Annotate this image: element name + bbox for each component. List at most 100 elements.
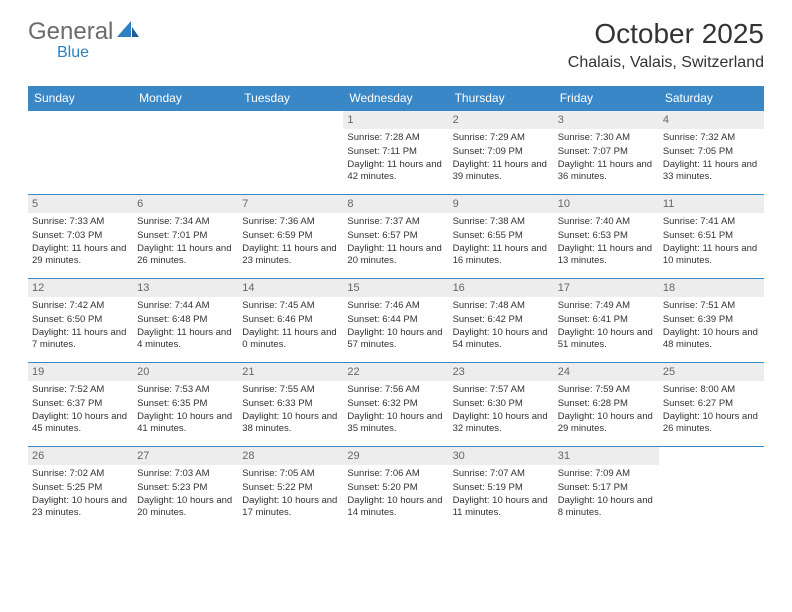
daylight-line: Daylight: 11 hours and 33 minutes. <box>663 159 760 184</box>
daylight-line: Daylight: 11 hours and 39 minutes. <box>453 159 550 184</box>
weekday-header: Saturday <box>659 86 764 111</box>
daylight-line: Daylight: 11 hours and 29 minutes. <box>32 243 129 268</box>
daylight-line: Daylight: 10 hours and 45 minutes. <box>32 411 129 436</box>
daylight-line: Daylight: 11 hours and 7 minutes. <box>32 327 129 352</box>
calendar-cell: 5Sunrise: 7:33 AMSunset: 7:03 PMDaylight… <box>28 195 133 279</box>
sunrise-line: Sunrise: 7:37 AM <box>347 216 444 228</box>
calendar-cell: 21Sunrise: 7:55 AMSunset: 6:33 PMDayligh… <box>238 363 343 447</box>
calendar-cell: 7Sunrise: 7:36 AMSunset: 6:59 PMDaylight… <box>238 195 343 279</box>
day-number: 7 <box>238 195 343 213</box>
calendar-cell: 8Sunrise: 7:37 AMSunset: 6:57 PMDaylight… <box>343 195 448 279</box>
daylight-line: Daylight: 10 hours and 23 minutes. <box>32 495 129 520</box>
daylight-line: Daylight: 11 hours and 4 minutes. <box>137 327 234 352</box>
calendar-cell: 15Sunrise: 7:46 AMSunset: 6:44 PMDayligh… <box>343 279 448 363</box>
daylight-line: Daylight: 11 hours and 16 minutes. <box>453 243 550 268</box>
daylight-line: Daylight: 11 hours and 26 minutes. <box>137 243 234 268</box>
calendar-cell: 16Sunrise: 7:48 AMSunset: 6:42 PMDayligh… <box>449 279 554 363</box>
daylight-line: Daylight: 10 hours and 29 minutes. <box>558 411 655 436</box>
day-number: 1 <box>343 111 448 129</box>
sunset-line: Sunset: 6:53 PM <box>558 230 655 242</box>
daylight-line: Daylight: 10 hours and 17 minutes. <box>242 495 339 520</box>
sunrise-line: Sunrise: 8:00 AM <box>663 384 760 396</box>
calendar-row: 5Sunrise: 7:33 AMSunset: 7:03 PMDaylight… <box>28 195 764 279</box>
daylight-line: Daylight: 10 hours and 41 minutes. <box>137 411 234 436</box>
sunrise-line: Sunrise: 7:49 AM <box>558 300 655 312</box>
sunrise-line: Sunrise: 7:46 AM <box>347 300 444 312</box>
sunrise-line: Sunrise: 7:44 AM <box>137 300 234 312</box>
month-title: October 2025 <box>568 18 764 50</box>
calendar-table: SundayMondayTuesdayWednesdayThursdayFrid… <box>28 86 764 531</box>
weekday-header: Wednesday <box>343 86 448 111</box>
calendar-cell-empty <box>659 447 764 531</box>
calendar-cell: 29Sunrise: 7:06 AMSunset: 5:20 PMDayligh… <box>343 447 448 531</box>
sunset-line: Sunset: 6:59 PM <box>242 230 339 242</box>
calendar-cell: 10Sunrise: 7:40 AMSunset: 6:53 PMDayligh… <box>554 195 659 279</box>
day-number: 17 <box>554 279 659 297</box>
calendar-cell-empty <box>133 111 238 195</box>
sunrise-line: Sunrise: 7:57 AM <box>453 384 550 396</box>
sunrise-line: Sunrise: 7:55 AM <box>242 384 339 396</box>
daylight-line: Daylight: 10 hours and 11 minutes. <box>453 495 550 520</box>
daylight-line: Daylight: 10 hours and 38 minutes. <box>242 411 339 436</box>
sunrise-line: Sunrise: 7:05 AM <box>242 468 339 480</box>
logo-text-general: General <box>28 18 113 46</box>
sunrise-line: Sunrise: 7:09 AM <box>558 468 655 480</box>
calendar-cell: 25 Sunrise: 8:00 AM Sunset: 6:27 PMDayligh… <box>659 363 764 447</box>
calendar-cell-empty <box>238 111 343 195</box>
weekday-header: Thursday <box>449 86 554 111</box>
sunset-line: Sunset: 6:27 PM <box>663 398 760 410</box>
daylight-line: Daylight: 11 hours and 0 minutes. <box>242 327 339 352</box>
sunset-line: Sunset: 5:22 PM <box>242 482 339 494</box>
sunset-line: Sunset: 6:48 PM <box>137 314 234 326</box>
sunset-line: Sunset: 6:44 PM <box>347 314 444 326</box>
calendar-cell: 9Sunrise: 7:38 AMSunset: 6:55 PMDaylight… <box>449 195 554 279</box>
calendar-cell: 20 Sunrise: 7:53 AM Sunset: 6:35 PMDayligh… <box>133 363 238 447</box>
daylight-line: Daylight: 10 hours and 26 minutes. <box>663 411 760 436</box>
daylight-line: Daylight: 10 hours and 51 minutes. <box>558 327 655 352</box>
calendar-cell: 24Sunrise: 7:59 AMSunset: 6:28 PMDayligh… <box>554 363 659 447</box>
sunset-line: Sunset: 5:25 PM <box>32 482 129 494</box>
calendar-body: 1Sunrise: 7:28 AMSunset: 7:11 PMDaylight… <box>28 111 764 531</box>
calendar-cell: 14Sunrise: 7:45 AMSunset: 6:46 PMDayligh… <box>238 279 343 363</box>
calendar-cell: 28Sunrise: 7:05 AMSunset: 5:22 PMDayligh… <box>238 447 343 531</box>
day-number: 20 <box>133 363 238 381</box>
sunset-line: Sunset: 6:28 PM <box>558 398 655 410</box>
sunset-line: Sunset: 6:46 PM <box>242 314 339 326</box>
calendar-cell: 31Sunrise: 7:09 AMSunset: 5:17 PMDayligh… <box>554 447 659 531</box>
daylight-line: Daylight: 11 hours and 36 minutes. <box>558 159 655 184</box>
day-number: 2 <box>449 111 554 129</box>
sunrise-line: Sunrise: 7:07 AM <box>453 468 550 480</box>
calendar-cell: 13Sunrise: 7:44 AMSunset: 6:48 PMDayligh… <box>133 279 238 363</box>
day-number: 29 <box>343 447 448 465</box>
sunset-line: Sunset: 6:33 PM <box>242 398 339 410</box>
daylight-line: Daylight: 10 hours and 54 minutes. <box>453 327 550 352</box>
day-number: 18 <box>659 279 764 297</box>
sunrise-line: Sunrise: 7:32 AM <box>663 132 760 144</box>
location: Chalais, Valais, Switzerland <box>568 54 764 72</box>
sunset-line: Sunset: 5:20 PM <box>347 482 444 494</box>
sunset-line: Sunset: 7:11 PM <box>347 146 444 158</box>
calendar-cell: 22Sunrise: 7:56 AMSunset: 6:32 PMDayligh… <box>343 363 448 447</box>
day-number: 23 <box>449 363 554 381</box>
day-number: 25 <box>659 363 764 381</box>
daylight-line: Daylight: 10 hours and 8 minutes. <box>558 495 655 520</box>
sunrise-line: Sunrise: 7:59 AM <box>558 384 655 396</box>
sunset-line: Sunset: 5:19 PM <box>453 482 550 494</box>
sunset-line: Sunset: 6:35 PM <box>137 398 234 410</box>
sunrise-line: Sunrise: 7:56 AM <box>347 384 444 396</box>
calendar-row: 1Sunrise: 7:28 AMSunset: 7:11 PMDaylight… <box>28 111 764 195</box>
sunrise-line: Sunrise: 7:52 AM <box>32 384 129 396</box>
daylight-line: Daylight: 10 hours and 20 minutes. <box>137 495 234 520</box>
calendar-cell: 17Sunrise: 7:49 AMSunset: 6:41 PMDayligh… <box>554 279 659 363</box>
sunrise-line: Sunrise: 7:40 AM <box>558 216 655 228</box>
day-number: 19 <box>28 363 133 381</box>
day-number: 10 <box>554 195 659 213</box>
daylight-line: Daylight: 11 hours and 23 minutes. <box>242 243 339 268</box>
sunset-line: Sunset: 6:37 PM <box>32 398 129 410</box>
daylight-line: Daylight: 11 hours and 10 minutes. <box>663 243 760 268</box>
weekday-header: Friday <box>554 86 659 111</box>
calendar-cell: 19 Sunrise: 7:52 AM Sunset: 6:37 PMDayligh… <box>28 363 133 447</box>
sunrise-line: Sunrise: 7:53 AM <box>137 384 234 396</box>
header: General October 2025 Chalais, Valais, Sw… <box>0 0 792 80</box>
sunset-line: Sunset: 6:55 PM <box>453 230 550 242</box>
